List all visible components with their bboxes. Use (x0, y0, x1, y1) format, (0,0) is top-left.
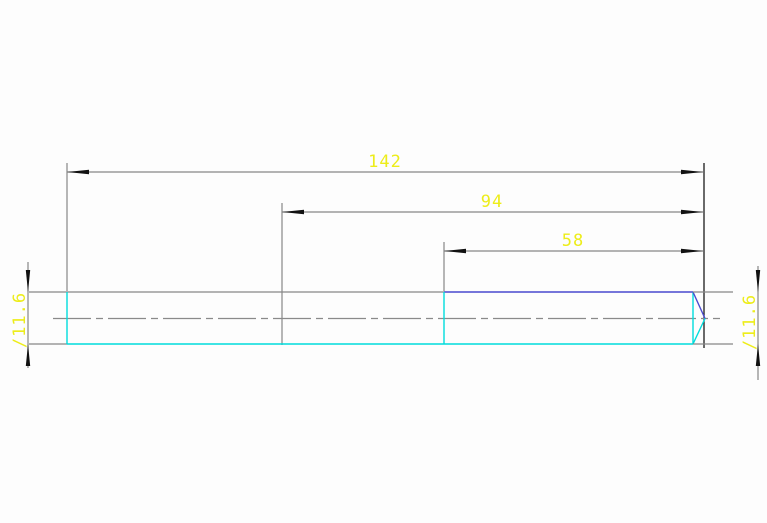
dimension-dia-left: ∕11.6 (10, 262, 31, 368)
dia-label-right: ∕11.6 (740, 294, 760, 350)
dia-right-arrow-bottom (755, 344, 761, 366)
arrow-right-94 (681, 209, 703, 215)
dim-label-142: 142 (368, 152, 402, 172)
arrow-left-58 (444, 248, 466, 254)
dim-label-94: 94 (481, 192, 503, 212)
dim-label-58: 58 (562, 231, 584, 251)
arrow-left-94 (282, 209, 304, 215)
dimension-142: 142 (66, 152, 703, 291)
dia-left-arrow-top (25, 270, 31, 292)
dia-label-left: ∕11.6 (10, 292, 30, 348)
dia-right-arrow-top (755, 270, 761, 292)
dimension-dia-right: ∕11.6 (693, 266, 761, 380)
dimension-94: 94 (281, 192, 703, 345)
dimension-58: 58 (443, 231, 703, 291)
arrow-right-58 (681, 248, 703, 254)
shaft-outline[interactable] (29, 291, 720, 345)
dia-left-arrow-bottom (25, 344, 31, 366)
tip-chamfer-top (692, 291, 706, 319)
arrow-left-142 (67, 169, 89, 175)
arrow-right-142 (681, 169, 703, 175)
tip-chamfer-bottom (692, 318, 706, 345)
